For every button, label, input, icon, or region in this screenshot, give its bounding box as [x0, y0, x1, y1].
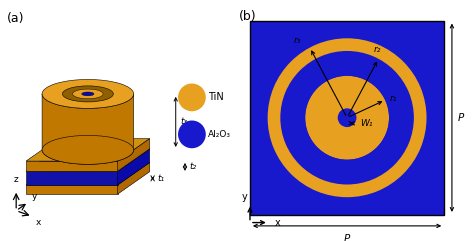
Polygon shape	[26, 185, 118, 194]
Text: y: y	[242, 192, 247, 202]
Polygon shape	[42, 94, 134, 164]
Ellipse shape	[42, 80, 134, 108]
Ellipse shape	[82, 92, 94, 96]
Polygon shape	[118, 139, 150, 171]
Ellipse shape	[73, 89, 103, 99]
Ellipse shape	[42, 135, 134, 164]
Polygon shape	[26, 161, 118, 171]
Text: r₂: r₂	[374, 45, 381, 54]
Text: W₁: W₁	[360, 119, 372, 128]
Circle shape	[178, 120, 206, 148]
Circle shape	[178, 83, 206, 111]
Text: TiN: TiN	[208, 92, 224, 102]
Ellipse shape	[63, 86, 113, 102]
Polygon shape	[26, 162, 150, 185]
Polygon shape	[250, 21, 444, 215]
Text: P: P	[344, 234, 350, 241]
Text: P: P	[457, 113, 464, 123]
Text: y: y	[32, 192, 37, 201]
Polygon shape	[26, 171, 118, 185]
Text: (a): (a)	[7, 12, 25, 25]
Text: x: x	[36, 218, 41, 227]
Text: t₁: t₁	[157, 174, 164, 183]
Text: t₂: t₂	[190, 162, 197, 171]
Text: r₁: r₁	[390, 94, 397, 103]
Text: x: x	[274, 218, 280, 228]
Text: Al₂O₃: Al₂O₃	[208, 130, 231, 139]
Polygon shape	[118, 149, 150, 185]
Polygon shape	[26, 139, 150, 161]
Polygon shape	[118, 162, 150, 194]
Circle shape	[337, 108, 356, 127]
Polygon shape	[26, 149, 150, 171]
Text: z: z	[14, 175, 18, 184]
Text: t₃: t₃	[180, 117, 188, 126]
Text: r₃: r₃	[293, 36, 301, 45]
Text: (b): (b)	[239, 10, 256, 23]
Circle shape	[305, 76, 389, 160]
